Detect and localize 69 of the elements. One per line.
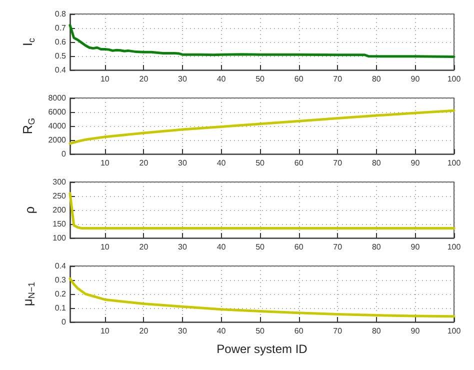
x-tick-label: 70 <box>333 326 343 336</box>
y-tick-label: 0.3 <box>54 276 67 284</box>
x-tick-label: 40 <box>216 158 226 168</box>
x-tick-label: 30 <box>178 326 188 336</box>
x-tick-label: 80 <box>372 242 382 252</box>
x-tick-label: 40 <box>216 326 226 336</box>
y-tick-label: 0.2 <box>54 290 67 298</box>
y-tick-label: 4000 <box>48 122 67 130</box>
x-tick-label: 70 <box>333 242 343 252</box>
y-axis-title: μN−1 <box>20 282 36 306</box>
x-tick-label: 30 <box>178 242 188 252</box>
y-tick-label: 200 <box>52 206 67 214</box>
x-tick-label: 90 <box>410 326 420 336</box>
y-tick-label: 0.8 <box>54 10 67 18</box>
y-tick-label: 0.4 <box>54 66 67 74</box>
x-tick-label: 40 <box>216 242 226 252</box>
x-tick-label: 80 <box>372 158 382 168</box>
y-tick-label: 0 <box>62 150 67 158</box>
x-axis-title: Power system ID <box>216 342 308 356</box>
x-tick-label: 10 <box>100 74 110 84</box>
line-series <box>68 24 456 58</box>
x-tick-label: 80 <box>372 326 382 336</box>
x-tick-label: 30 <box>178 158 188 168</box>
y-axis-title: Ic <box>20 37 36 46</box>
x-tick-label: 60 <box>294 158 304 168</box>
x-tick-label: 20 <box>139 326 149 336</box>
y-tick-label: 0.5 <box>54 52 67 60</box>
y-tick-label: 300 <box>52 178 67 186</box>
x-tick-label: 90 <box>410 74 420 84</box>
x-tick-label: 100 <box>447 158 462 168</box>
x-tick-label: 30 <box>178 74 188 84</box>
y-tick-label: 100 <box>52 234 67 242</box>
line-series <box>68 192 456 230</box>
y-axis-title: ρ <box>22 206 37 214</box>
x-tick-label: 10 <box>100 326 110 336</box>
y-axis-title: RG <box>20 118 36 134</box>
line-series <box>68 277 456 318</box>
x-tick-label: 50 <box>256 158 266 168</box>
y-tick-label: 0.7 <box>54 24 67 32</box>
x-tick-label: 60 <box>294 326 304 336</box>
y-tick-label: 8000 <box>48 94 67 102</box>
x-tick-label: 10 <box>100 158 110 168</box>
y-tick-label: 2000 <box>48 136 67 144</box>
x-tick-label: 40 <box>216 74 226 84</box>
y-tick-label: 0.6 <box>54 38 67 46</box>
x-tick-label: 10 <box>100 242 110 252</box>
x-tick-label: 70 <box>333 74 343 84</box>
x-tick-label: 80 <box>372 74 382 84</box>
y-tick-label: 6000 <box>48 108 67 116</box>
y-tick-label: 0 <box>62 318 67 326</box>
x-tick-label: 20 <box>139 158 149 168</box>
line-series <box>68 109 456 145</box>
x-tick-label: 100 <box>447 242 462 252</box>
x-tick-label: 50 <box>256 326 266 336</box>
x-tick-label: 90 <box>410 158 420 168</box>
y-tick-label: 150 <box>52 220 67 228</box>
x-tick-label: 60 <box>294 74 304 84</box>
x-tick-label: 50 <box>256 74 266 84</box>
x-tick-label: 20 <box>139 242 149 252</box>
x-tick-label: 100 <box>447 326 462 336</box>
x-tick-label: 20 <box>139 74 149 84</box>
x-tick-label: 70 <box>333 158 343 168</box>
y-tick-label: 0.1 <box>54 304 67 312</box>
y-tick-label: 250 <box>52 192 67 200</box>
x-tick-label: 60 <box>294 242 304 252</box>
y-tick-label: 0.4 <box>54 262 67 270</box>
x-tick-label: 90 <box>410 242 420 252</box>
x-tick-label: 50 <box>256 242 266 252</box>
x-tick-label: 100 <box>447 74 462 84</box>
